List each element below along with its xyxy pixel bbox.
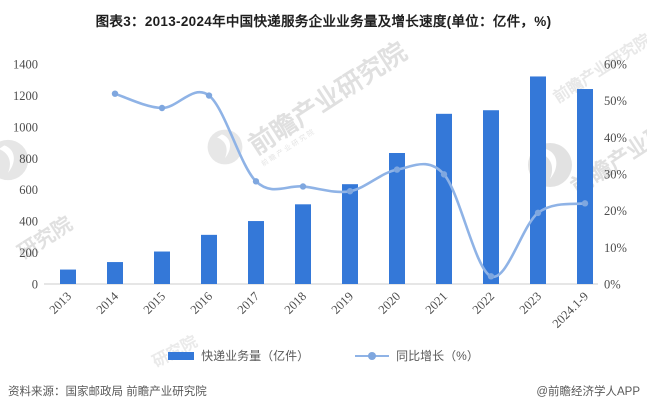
source-note: 资料来源：国家邮政局 前瞻产业研究院 <box>8 386 207 398</box>
x-axis-tick: 2015 <box>141 289 169 317</box>
bar-2023 <box>530 76 546 284</box>
right-axis-tick: 60% <box>604 58 627 72</box>
right-axis-tick: 50% <box>604 94 627 108</box>
x-axis-tick: 2018 <box>282 289 310 317</box>
bar-2024.1-9 <box>577 89 593 284</box>
growth-line-marker <box>487 273 495 280</box>
x-axis-tick: 2021 <box>423 289 451 317</box>
x-axis-tick: 2014 <box>94 289 122 317</box>
bar-2014 <box>107 262 123 284</box>
growth-line-marker <box>534 209 542 217</box>
x-axis-tick: 2013 <box>47 289 75 317</box>
combo-chart: 0 200 400 600 800 1000 1200 1400 0% 10% 20% 30% 40% 5… <box>13 58 627 331</box>
legend-label: 快递业务量（亿件） <box>201 349 310 363</box>
growth-line-marker <box>205 92 213 99</box>
right-axis-tick: 0% <box>604 278 621 292</box>
bar-2022 <box>483 110 499 284</box>
bar-2015 <box>154 251 170 284</box>
x-axis-tick: 2024.1-9 <box>550 289 592 331</box>
chart-legend: 快递业务量（亿件） 同比增长（%） <box>0 347 647 364</box>
growth-line-marker <box>393 166 401 173</box>
growth-line-marker <box>299 183 307 190</box>
credit-note: @前瞻经济学人APP <box>536 386 640 398</box>
right-axis-tick: 20% <box>604 204 627 218</box>
bar-2020 <box>389 153 405 284</box>
growth-line-marker <box>581 200 589 207</box>
bar-2019 <box>342 184 358 284</box>
legend-item-volume: 快递业务量（亿件） <box>168 347 309 364</box>
bar-2016 <box>201 234 217 284</box>
left-axis-tick: 800 <box>19 152 38 166</box>
x-axis-tick: 2016 <box>188 289 216 317</box>
bar-2013 <box>60 269 76 284</box>
right-axis-tick: 10% <box>604 241 627 255</box>
right-axis-tick: 30% <box>604 168 627 182</box>
left-axis-tick: 1000 <box>13 120 38 134</box>
growth-line-marker <box>252 178 260 185</box>
right-axis-tick: 40% <box>604 131 627 145</box>
left-axis-tick: 0 <box>32 278 38 292</box>
growth-line-marker <box>111 90 119 97</box>
left-axis-tick: 200 <box>19 246 38 260</box>
x-axis-tick: 2017 <box>235 289 263 317</box>
left-axis-tick: 1400 <box>13 58 38 72</box>
legend-item-growth: 同比增长（%） <box>355 347 479 364</box>
bar-2018 <box>295 204 311 284</box>
left-axis-tick: 600 <box>19 183 38 197</box>
page-title: 图表3：2013-2024年中国快递服务企业业务量及增长速度(单位：亿件，%) <box>95 14 552 29</box>
bar-2017 <box>248 221 264 284</box>
left-axis-tick: 400 <box>19 215 38 229</box>
bar-2021 <box>436 113 452 284</box>
growth-line-marker <box>440 171 448 178</box>
growth-line-marker <box>346 188 354 195</box>
x-axis-tick: 2022 <box>470 289 498 317</box>
bar-swatch-icon <box>168 351 195 360</box>
line-swatch-icon <box>355 351 390 360</box>
x-axis-tick: 2023 <box>517 289 545 317</box>
x-axis-tick: 2020 <box>376 289 404 317</box>
growth-line-marker <box>158 104 166 112</box>
left-axis-tick: 1200 <box>13 89 38 103</box>
chart-footer: 资料来源：国家邮政局 前瞻产业研究院 @前瞻经济学人APP <box>8 383 640 399</box>
x-axis-tick: 2019 <box>329 289 357 317</box>
legend-label: 同比增长（%） <box>396 349 479 363</box>
